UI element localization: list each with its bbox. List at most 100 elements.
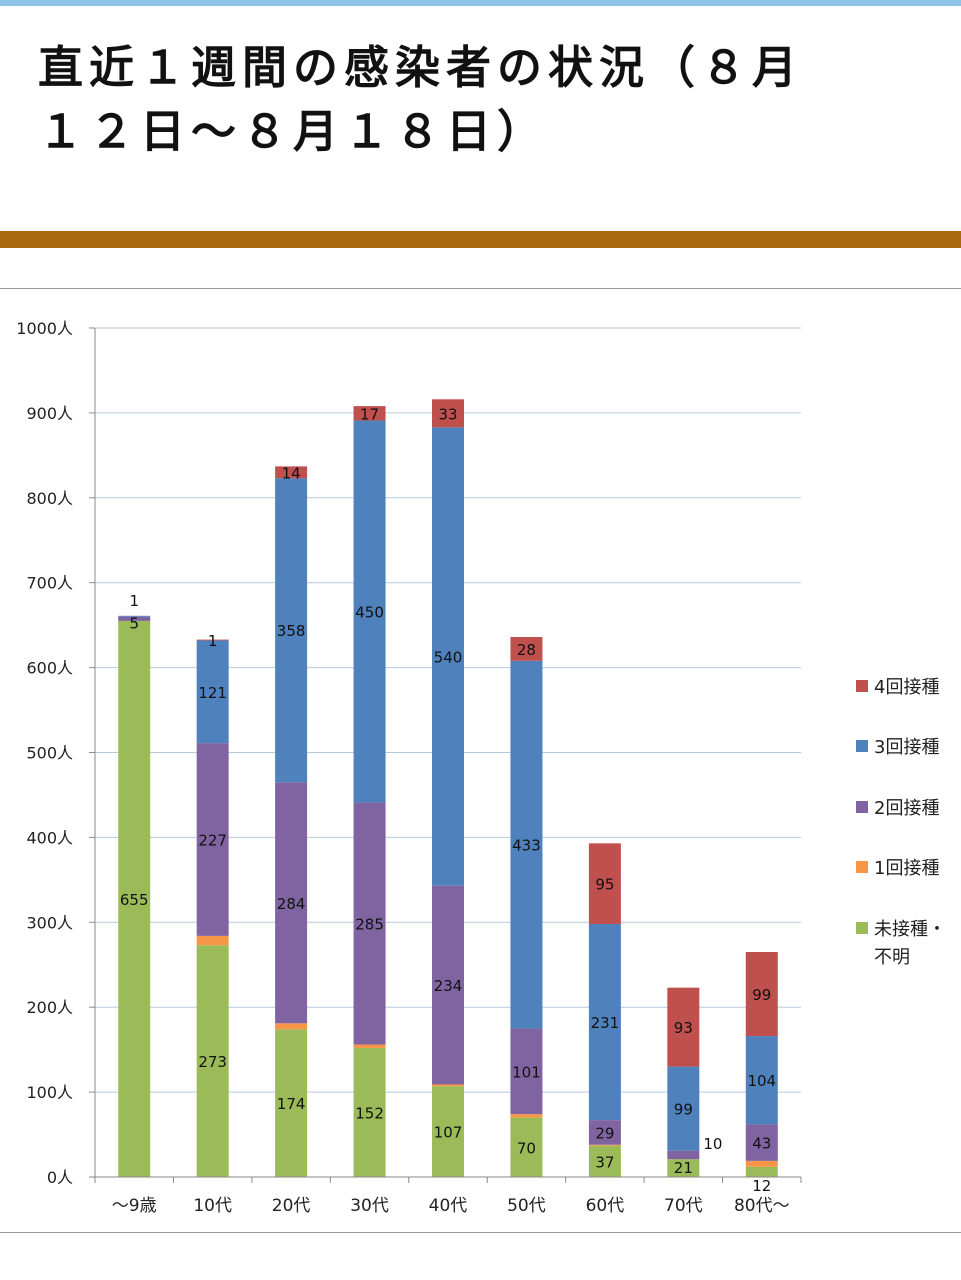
bar-segment: [510, 660, 543, 1029]
data-label: 14: [282, 464, 301, 482]
bars: [118, 399, 778, 1177]
chart-frame-top-border: [0, 288, 961, 289]
bar-segment: [588, 1144, 621, 1146]
data-label: 21: [674, 1159, 693, 1177]
bar-segment: [745, 1160, 778, 1167]
bar-segment: [667, 1066, 700, 1151]
bar-segment: [118, 620, 151, 1177]
legend-swatch: [856, 801, 868, 813]
bar-segment: [432, 399, 464, 428]
data-label: 285: [355, 916, 384, 934]
bar-segment: [196, 945, 229, 1177]
bar-segment: [353, 802, 386, 1045]
bar-segment: [196, 743, 229, 936]
data-label: 93: [674, 1019, 693, 1037]
data-label: 5: [129, 615, 139, 633]
bar-segment: [432, 1084, 464, 1087]
data-label: 234: [434, 977, 463, 995]
bar-segment: [275, 1029, 308, 1177]
legend-swatch: [856, 922, 868, 934]
data-labels: 6555127322712111742843581415228545017107…: [120, 405, 776, 1195]
y-tick-label: 400人: [26, 828, 73, 847]
bar-segment: [510, 1028, 543, 1115]
y-tick-label: 800人: [26, 489, 73, 508]
data-label: 107: [434, 1124, 463, 1142]
legend-label: 4回接種: [874, 677, 939, 698]
chart-frame-bottom-border: [0, 1232, 961, 1233]
data-label: 70: [517, 1139, 536, 1157]
bar-segment: [432, 1086, 464, 1177]
x-axis-ticks: ～9歳 10代 20代 30代 40代 50代 60代 70代 80代～: [94, 1177, 802, 1216]
data-label: 358: [277, 622, 306, 640]
bar-segment: [588, 923, 621, 1121]
x-tick-label: 50代: [507, 1196, 546, 1216]
y-tick-label: 900人: [26, 404, 73, 423]
x-tick-label: 60代: [586, 1196, 625, 1216]
x-tick-label: 10代: [193, 1196, 232, 1216]
legend-label: 未接種・: [874, 919, 946, 940]
bar-segment: [196, 935, 229, 946]
data-label: 1: [208, 632, 218, 650]
bar-segment: [353, 420, 386, 803]
data-label: 450: [355, 604, 384, 622]
data-label: 28: [517, 641, 536, 659]
bar-segment: [118, 615, 151, 617]
bar-segment: [588, 1145, 621, 1177]
bar-segment: [196, 640, 229, 744]
bar-segment: [275, 782, 308, 1024]
x-tick-label: 20代: [272, 1196, 311, 1216]
legend-label: 不明: [874, 947, 910, 968]
bar-segment: [510, 1114, 543, 1118]
legend-swatch: [856, 680, 868, 692]
bar-segment: [432, 885, 464, 1085]
data-label: 17: [360, 405, 379, 423]
bar-segment: [745, 952, 778, 1037]
y-tick-label: 500人: [26, 744, 73, 763]
bar-segment: [745, 1124, 778, 1161]
x-tick-label: 80代～: [734, 1196, 790, 1216]
data-label: 433: [512, 837, 541, 855]
bar-segment: [667, 1159, 700, 1177]
bar-segment: [588, 1120, 621, 1145]
data-label: 37: [595, 1153, 614, 1171]
top-accent-strip: [0, 0, 961, 6]
data-label: 121: [198, 684, 227, 702]
legend-label: 2回接種: [874, 798, 939, 819]
data-label: 99: [752, 986, 771, 1004]
bar-segment: [196, 639, 229, 641]
data-label: 29: [595, 1124, 614, 1142]
bar-segment: [667, 987, 700, 1067]
data-label: 152: [355, 1104, 384, 1122]
data-label: 104: [747, 1072, 776, 1090]
data-label: 10: [703, 1135, 722, 1153]
bar-segment: [353, 1047, 386, 1177]
y-tick-label: 200人: [26, 998, 73, 1017]
bar-segment: [745, 1036, 778, 1125]
bar-segment: [353, 1044, 386, 1048]
y-tick-label: 1000人: [16, 319, 73, 338]
bar-segment: [745, 1166, 778, 1177]
bar-segment: [432, 427, 464, 886]
x-tick-label: 40代: [429, 1196, 468, 1216]
x-tick-label: 70代: [664, 1196, 703, 1216]
title-divider: [0, 231, 961, 248]
y-tick-label: 100人: [26, 1083, 73, 1102]
data-label: 227: [198, 832, 227, 850]
axes: [94, 328, 801, 1178]
bar-segment: [510, 637, 543, 661]
legend-label: 3回接種: [874, 737, 939, 758]
y-tick-label: 0人: [47, 1168, 73, 1187]
bar-segment: [588, 843, 621, 924]
data-label: 231: [591, 1014, 620, 1032]
y-tick-label: 300人: [26, 913, 73, 932]
bar-segment: [667, 1150, 700, 1160]
y-tick-label: 700人: [26, 574, 73, 593]
page-title-line-1: 直近１週間の感染者の状況（８月: [38, 41, 804, 94]
data-label: 540: [434, 649, 463, 667]
data-label: 655: [120, 891, 149, 909]
data-label: 33: [438, 405, 457, 423]
data-label: 273: [198, 1053, 227, 1071]
page-title: 直近１週間の感染者の状況（８月 １２日～８月１８日）: [38, 36, 938, 164]
y-axis-ticks: 0人 100人 200人 300人 400人 500人 600人 700人 800人 900人 10…: [16, 319, 95, 1187]
